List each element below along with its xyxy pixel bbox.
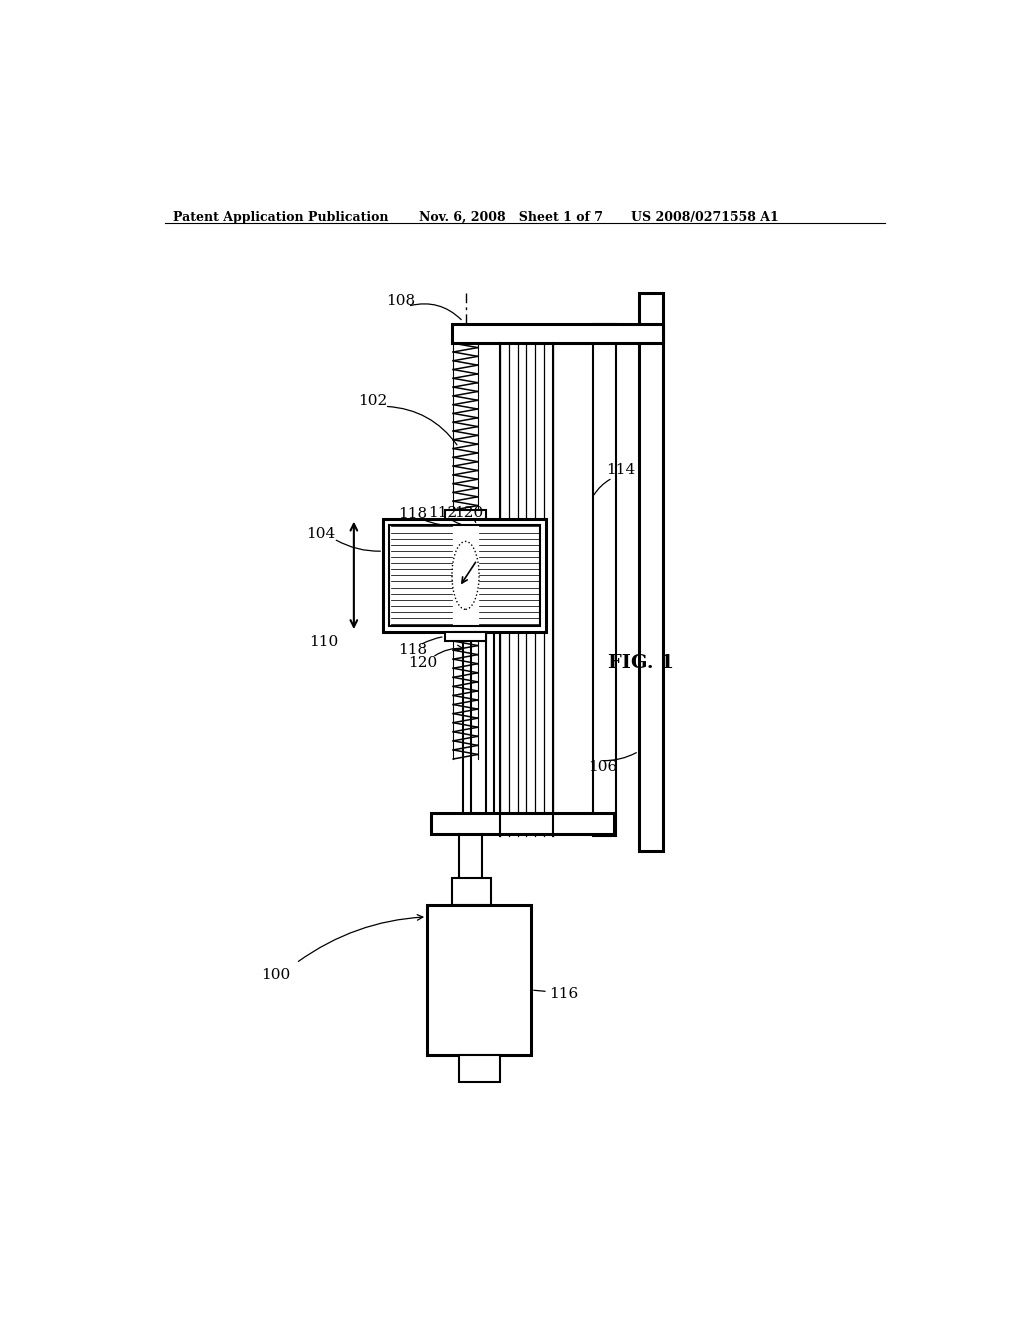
Text: Nov. 6, 2008   Sheet 1 of 7: Nov. 6, 2008 Sheet 1 of 7 [419,211,603,224]
Text: 112: 112 [428,506,457,520]
Text: 118: 118 [398,507,428,521]
Text: 114: 114 [606,463,636,478]
Bar [383,519,547,632]
Text: 108: 108 [386,294,416,308]
Text: 100: 100 [261,968,291,982]
Bar [427,906,531,1056]
Bar [639,293,664,851]
Text: 102: 102 [358,393,388,408]
Text: 118: 118 [398,643,428,656]
Text: 110: 110 [309,635,339,649]
Bar [445,510,485,519]
Text: FIG. 1: FIG. 1 [608,653,674,672]
Text: Patent Application Publication: Patent Application Publication [173,211,388,224]
Text: 116: 116 [550,987,579,1001]
Text: 120: 120 [408,656,437,669]
Bar [459,1056,500,1082]
Text: US 2008/0271558 A1: US 2008/0271558 A1 [631,211,779,224]
Text: 106: 106 [588,760,617,774]
Bar [389,525,541,626]
Bar [453,878,490,906]
Bar [452,323,664,343]
Text: 104: 104 [306,527,336,541]
Text: 120: 120 [454,506,483,520]
Bar [593,323,615,836]
Bar [431,813,614,834]
Bar [445,632,485,642]
